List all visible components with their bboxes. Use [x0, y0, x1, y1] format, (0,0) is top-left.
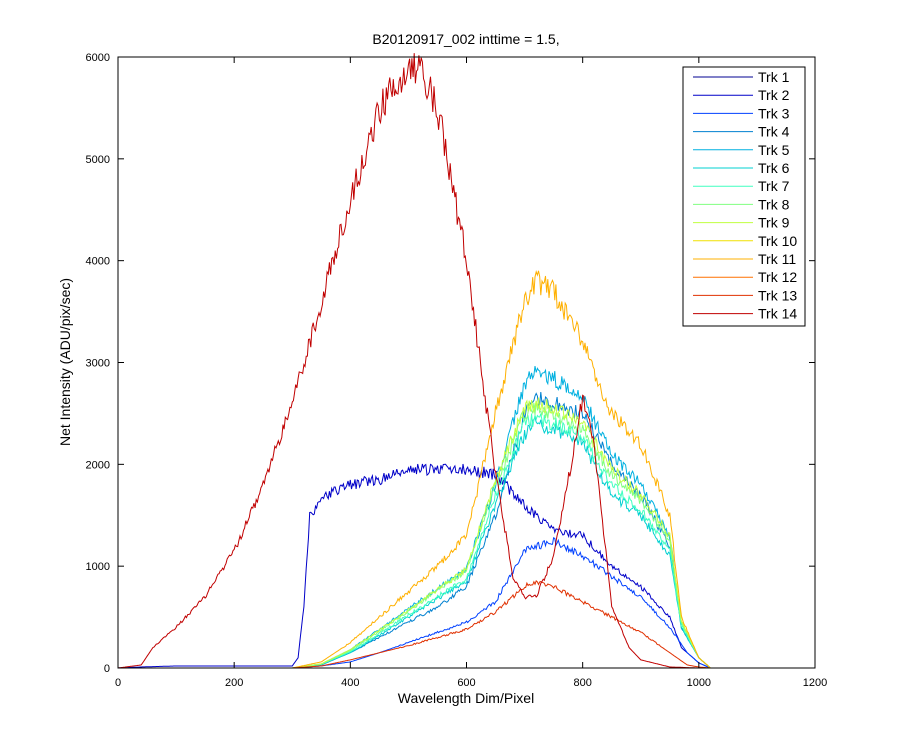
y-axis-label: Net Intensity (ADU/pix/sec) — [57, 278, 73, 446]
legend-label: Trk 6 — [758, 160, 790, 176]
x-tick-label: 600 — [457, 677, 475, 689]
chart-title: B20120917_002 inttime = 1.5, — [372, 31, 559, 47]
x-tick-label: 0 — [115, 677, 121, 689]
y-tick-label: 5000 — [86, 154, 110, 166]
legend-label: Trk 2 — [758, 87, 790, 103]
legend-label: Trk 12 — [758, 269, 797, 285]
y-tick-label: 2000 — [86, 459, 110, 471]
legend-label: Trk 14 — [758, 306, 797, 322]
x-tick-label: 1000 — [687, 677, 711, 689]
y-tick-label: 4000 — [86, 256, 110, 268]
legend-label: Trk 8 — [758, 196, 790, 212]
legend: Trk 1 Trk 2 Trk 3 Trk 4 Trk 5 Trk 6 Trk 7 Trk 8… — [682, 66, 806, 327]
y-tick-label: 3000 — [86, 358, 110, 370]
x-tick-label: 200 — [225, 677, 243, 689]
legend-label: Trk 1 — [758, 69, 790, 85]
legend-label: Trk 4 — [758, 124, 790, 140]
series-line-trk-14 — [117, 53, 699, 669]
legend-label: Trk 10 — [758, 233, 797, 249]
series-line-trk-2 — [117, 463, 711, 669]
ticks-layer: 0 200 400 600 800 1000 1200 0 1000 2000 3000 4000 50… — [86, 52, 828, 689]
y-tick-label: 6000 — [86, 52, 110, 64]
legend-label: Trk 3 — [758, 105, 790, 121]
legend-label: Trk 9 — [758, 215, 790, 231]
legend-label: Trk 13 — [758, 287, 797, 303]
y-tick-label: 0 — [104, 663, 110, 675]
x-tick-label: 800 — [573, 677, 591, 689]
y-tick-label: 1000 — [86, 561, 110, 573]
legend-label: Trk 11 — [758, 251, 796, 267]
x-tick-label: 1200 — [803, 677, 827, 689]
x-tick-label: 400 — [341, 677, 359, 689]
x-axis-label: Wavelength Dim/Pixel — [398, 690, 534, 706]
legend-label: Trk 7 — [758, 178, 790, 194]
legend-label: Trk 5 — [758, 142, 790, 158]
legend-box — [682, 66, 806, 327]
